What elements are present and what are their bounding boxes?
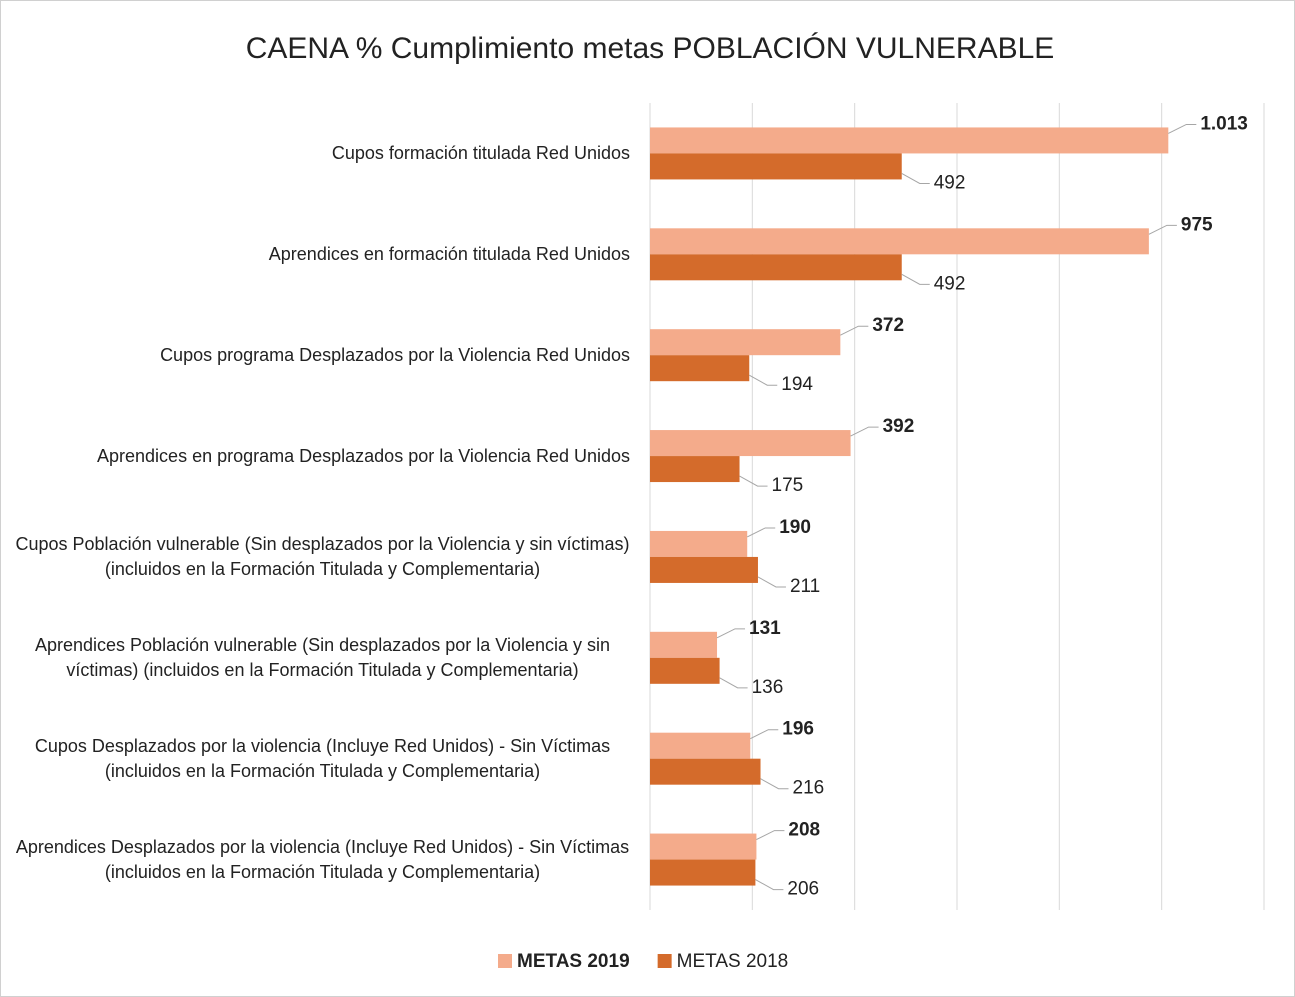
category-text: Cupos programa Desplazados por la Violen…: [160, 344, 630, 365]
data-label: 211: [790, 576, 820, 597]
bar: [650, 355, 750, 382]
bar: [650, 228, 1149, 255]
leader-line: [739, 475, 768, 487]
category-text: Aprendices en programa Desplazados por l…: [97, 445, 630, 466]
leader-line: [756, 830, 785, 841]
category-text: Aprendices Población vulnerable (Sin des…: [34, 634, 610, 680]
y-tick-label: Aprendices en programa Desplazados por l…: [15, 406, 630, 506]
category-text: Cupos formación titulada Red Unidos: [331, 142, 630, 163]
category-text: Cupos Población vulnerable (Sin desplaza…: [15, 533, 630, 579]
bar: [650, 732, 751, 759]
y-tick-label: Cupos Población vulnerable (Sin desplaza…: [15, 507, 630, 607]
leader-line: [1168, 123, 1197, 134]
leader-line: [755, 879, 784, 891]
leader-line: [746, 527, 776, 538]
leader-line: [840, 325, 869, 336]
leader-line: [757, 576, 786, 588]
y-tick-label: Cupos Desplazados por la violencia (Incl…: [15, 709, 630, 809]
leader-line: [719, 677, 748, 689]
category-text: Aprendices Desplazados por la violencia …: [15, 836, 630, 882]
data-label: 975: [1181, 214, 1213, 235]
bar: [650, 329, 841, 356]
bar: [650, 631, 718, 658]
data-label: 492: [934, 172, 966, 193]
y-tick-label: Cupos formación titulada Red Unidos: [15, 103, 630, 203]
category-text: Aprendices en formación titulada Red Uni…: [268, 243, 630, 264]
data-label: 216: [793, 778, 825, 799]
y-tick-label: Aprendices Desplazados por la violencia …: [15, 810, 630, 910]
data-label: 208: [788, 820, 820, 841]
bar: [650, 127, 1169, 154]
data-label: 492: [934, 273, 966, 294]
leader-line: [850, 426, 879, 437]
data-label: 194: [781, 374, 813, 395]
legend-label: METAS 2019: [517, 951, 630, 972]
data-label: 372: [872, 315, 904, 336]
leader-line: [760, 778, 789, 790]
y-tick-label: Aprendices en formación titulada Red Uni…: [15, 204, 630, 304]
chart-title: CAENA % Cumplimiento metas POBLACIÓN VUL…: [246, 32, 1055, 65]
bar: [650, 859, 756, 886]
data-label: 190: [779, 517, 811, 538]
bar: [650, 254, 902, 281]
category-text: Cupos Desplazados por la violencia (Incl…: [34, 735, 611, 781]
leader-line: [750, 729, 779, 740]
bar: [650, 758, 761, 785]
leader-line: [901, 173, 930, 184]
bar: [650, 430, 851, 457]
data-label: 392: [883, 416, 915, 437]
data-label: 136: [752, 677, 784, 698]
leader-line: [749, 374, 778, 386]
leader-line: [1148, 224, 1177, 235]
bar: [650, 833, 757, 860]
data-label: 1.013: [1200, 113, 1248, 134]
y-tick-label: Aprendices Población vulnerable (Sin des…: [15, 608, 630, 708]
y-tick-label: Cupos programa Desplazados por la Violen…: [15, 305, 630, 405]
bar: [650, 556, 758, 583]
bar: [650, 456, 740, 483]
leader-line: [901, 273, 930, 285]
data-label: 206: [787, 879, 819, 900]
leader-line: [716, 628, 746, 639]
bar: [650, 530, 748, 557]
data-label: 175: [772, 475, 804, 496]
data-label: 196: [782, 719, 814, 740]
data-label: 131: [749, 618, 781, 639]
legend-swatch: [657, 954, 672, 968]
bar: [650, 153, 902, 180]
bar: [650, 657, 720, 684]
legend-label: METAS 2018: [677, 951, 789, 972]
legend-swatch: [498, 954, 512, 968]
